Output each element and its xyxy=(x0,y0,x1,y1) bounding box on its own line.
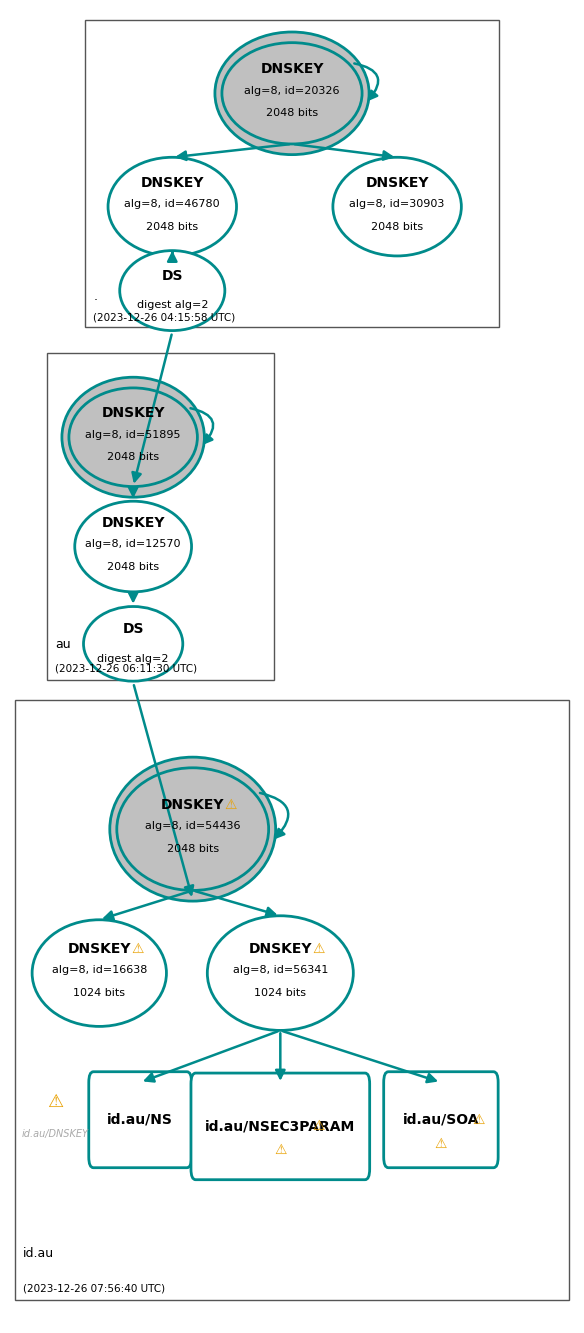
Ellipse shape xyxy=(84,607,183,681)
Text: alg=8, id=30903: alg=8, id=30903 xyxy=(349,199,445,209)
Ellipse shape xyxy=(333,157,461,256)
Text: DNSKEY: DNSKEY xyxy=(68,942,131,956)
Text: alg=8, id=54436: alg=8, id=54436 xyxy=(145,821,241,832)
Text: 1024 bits: 1024 bits xyxy=(254,988,307,998)
Text: DNSKEY: DNSKEY xyxy=(249,942,312,956)
FancyBboxPatch shape xyxy=(384,1072,498,1168)
Text: alg=8, id=56341: alg=8, id=56341 xyxy=(232,965,328,976)
Text: (2023-12-26 06:11:30 UTC): (2023-12-26 06:11:30 UTC) xyxy=(55,663,197,673)
FancyBboxPatch shape xyxy=(89,1072,192,1168)
Ellipse shape xyxy=(62,377,204,497)
Text: DS: DS xyxy=(162,269,183,283)
Text: DNSKEY: DNSKEY xyxy=(141,176,204,189)
Text: id.au/NS: id.au/NS xyxy=(107,1113,173,1126)
Text: 2048 bits: 2048 bits xyxy=(146,221,199,232)
Text: alg=8, id=20326: alg=8, id=20326 xyxy=(244,85,340,96)
Text: 2048 bits: 2048 bits xyxy=(107,561,159,572)
Text: DNSKEY: DNSKEY xyxy=(161,798,224,812)
Text: au: au xyxy=(55,637,71,651)
Text: alg=8, id=46780: alg=8, id=46780 xyxy=(124,199,220,209)
Bar xyxy=(85,20,499,327)
Text: alg=8, id=16638: alg=8, id=16638 xyxy=(51,965,147,976)
Text: 1024 bits: 1024 bits xyxy=(73,988,126,998)
Text: .: . xyxy=(93,289,98,303)
Text: DNSKEY: DNSKEY xyxy=(366,176,429,189)
Text: 2048 bits: 2048 bits xyxy=(107,452,159,463)
Text: digest alg=2: digest alg=2 xyxy=(98,653,169,664)
Text: ⚠: ⚠ xyxy=(472,1113,485,1126)
Text: (2023-12-26 04:15:58 UTC): (2023-12-26 04:15:58 UTC) xyxy=(93,312,236,323)
Text: DNSKEY: DNSKEY xyxy=(102,516,165,529)
FancyArrowPatch shape xyxy=(354,64,378,99)
Text: 2048 bits: 2048 bits xyxy=(266,108,318,119)
FancyArrowPatch shape xyxy=(260,793,288,837)
FancyArrowPatch shape xyxy=(190,408,213,443)
Bar xyxy=(47,353,274,680)
Text: id.au/NSEC3PARAM: id.au/NSEC3PARAM xyxy=(205,1120,356,1133)
Text: DNSKEY: DNSKEY xyxy=(102,407,165,420)
Bar xyxy=(15,700,569,1300)
Text: DS: DS xyxy=(123,623,144,636)
Ellipse shape xyxy=(117,768,269,890)
Ellipse shape xyxy=(110,757,276,901)
Text: ⚠: ⚠ xyxy=(224,798,237,812)
Ellipse shape xyxy=(108,157,237,256)
Ellipse shape xyxy=(120,251,225,331)
Text: ⚠: ⚠ xyxy=(47,1093,64,1112)
Text: id.au/SOA: id.au/SOA xyxy=(403,1113,479,1126)
Text: ⚠: ⚠ xyxy=(274,1144,287,1157)
Text: ⚠: ⚠ xyxy=(312,1120,325,1133)
Ellipse shape xyxy=(215,32,369,155)
Text: digest alg=2: digest alg=2 xyxy=(137,300,208,311)
Ellipse shape xyxy=(207,916,353,1030)
Ellipse shape xyxy=(69,388,197,487)
Text: id.au: id.au xyxy=(23,1246,54,1260)
Text: (2023-12-26 07:56:40 UTC): (2023-12-26 07:56:40 UTC) xyxy=(23,1282,165,1293)
Text: 2048 bits: 2048 bits xyxy=(371,221,423,232)
Ellipse shape xyxy=(32,920,166,1026)
Text: ⚠: ⚠ xyxy=(131,942,144,956)
Text: alg=8, id=51895: alg=8, id=51895 xyxy=(85,429,181,440)
FancyBboxPatch shape xyxy=(191,1073,370,1180)
Text: ⚠: ⚠ xyxy=(434,1137,447,1150)
Text: id.au/DNSKEY: id.au/DNSKEY xyxy=(22,1129,89,1140)
Ellipse shape xyxy=(75,501,192,592)
Ellipse shape xyxy=(222,43,362,144)
Text: DNSKEY: DNSKEY xyxy=(260,63,324,76)
Text: ⚠: ⚠ xyxy=(312,942,325,956)
Text: 2048 bits: 2048 bits xyxy=(166,844,219,854)
Text: alg=8, id=12570: alg=8, id=12570 xyxy=(85,539,181,549)
